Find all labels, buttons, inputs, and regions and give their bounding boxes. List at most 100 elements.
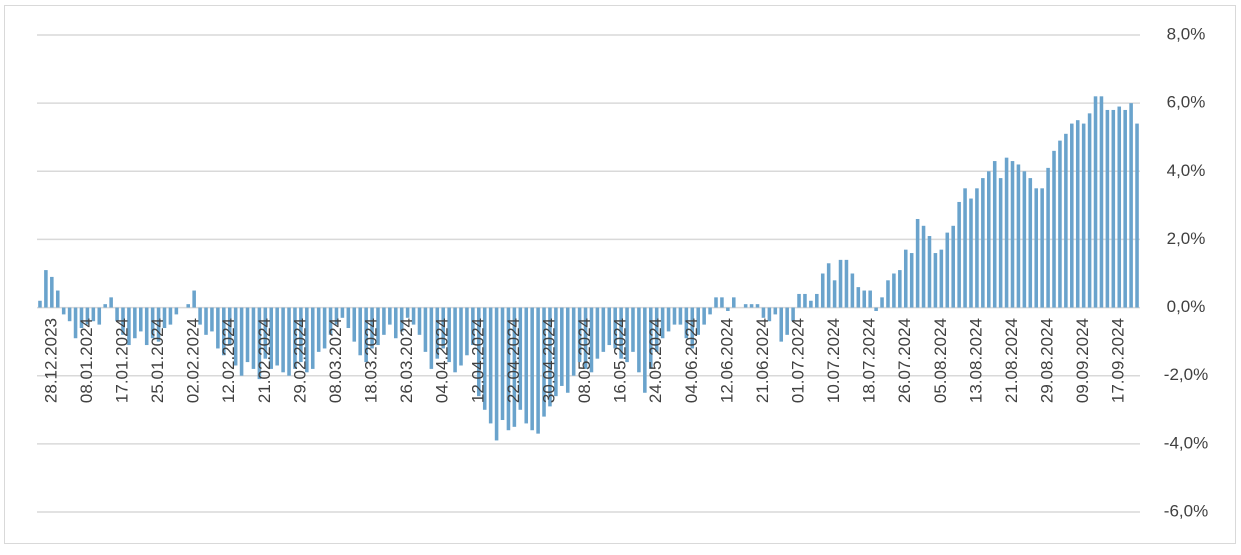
bar	[471, 307, 475, 346]
bar	[613, 307, 617, 349]
bar	[933, 253, 938, 308]
bar	[1111, 109, 1116, 308]
bar	[684, 307, 689, 339]
bar	[720, 297, 724, 308]
bar	[732, 297, 736, 308]
bar	[488, 307, 493, 424]
bar	[666, 307, 671, 332]
chart-frame	[4, 5, 1236, 544]
bar	[275, 307, 279, 366]
bar	[749, 304, 754, 308]
bar	[477, 307, 481, 397]
x-tick-label: 29.02.2024	[290, 318, 309, 403]
bar	[1099, 96, 1104, 308]
x-tick-label: 21.02.2024	[255, 318, 274, 403]
x-tick-label: 30.04.2024	[539, 318, 558, 403]
bar	[654, 307, 659, 352]
bar	[945, 232, 950, 308]
bar	[417, 307, 422, 335]
bar	[316, 307, 321, 352]
x-tick-label: 21.06.2024	[753, 318, 772, 403]
bar	[856, 287, 861, 308]
bar	[1010, 161, 1015, 308]
bar	[672, 307, 677, 325]
bar	[55, 290, 60, 308]
bar	[1046, 167, 1050, 308]
bar	[868, 290, 872, 308]
bar	[998, 178, 1003, 308]
bar	[334, 307, 339, 325]
bar	[571, 307, 576, 376]
bar	[1123, 109, 1127, 308]
bar	[1040, 188, 1044, 308]
bar	[708, 307, 712, 315]
bar	[186, 304, 190, 308]
bar	[506, 307, 511, 431]
bar	[465, 307, 469, 356]
bar	[589, 307, 594, 373]
x-tick-label: 29.08.2024	[1038, 318, 1057, 403]
bar	[898, 270, 902, 308]
bar	[162, 307, 167, 329]
x-tick-label: 04.04.2024	[433, 318, 452, 403]
bar	[423, 307, 428, 352]
bar	[281, 307, 285, 373]
bar	[459, 307, 463, 366]
x-tick-label: 01.07.2024	[789, 318, 808, 403]
bar	[595, 307, 600, 359]
bar	[992, 161, 997, 308]
bar	[779, 307, 784, 342]
bar	[50, 276, 54, 308]
bar	[85, 307, 90, 325]
bar	[554, 307, 558, 397]
bar	[660, 307, 665, 339]
bar	[690, 307, 695, 349]
bar	[631, 307, 635, 352]
bar	[975, 188, 979, 308]
bar	[1022, 171, 1027, 308]
bar	[678, 307, 683, 325]
bar	[743, 304, 748, 308]
bar	[560, 307, 564, 386]
bar	[844, 259, 849, 308]
x-tick-label: 09.09.2024	[1073, 318, 1092, 403]
bar	[785, 307, 789, 335]
bar	[1081, 123, 1086, 308]
bar	[981, 178, 985, 308]
bar	[838, 259, 843, 308]
bar	[156, 307, 161, 342]
bar	[358, 307, 362, 356]
x-tick-label: 08.01.2024	[77, 318, 96, 403]
bar	[791, 307, 795, 322]
bar	[263, 307, 268, 359]
bar	[909, 253, 914, 308]
bar	[429, 307, 434, 369]
bar	[127, 307, 131, 346]
y-tick-label: 2,0%	[1167, 229, 1206, 248]
bar	[328, 307, 333, 335]
bar	[216, 307, 220, 349]
bar	[1028, 178, 1033, 308]
bar	[376, 307, 380, 346]
bar	[435, 307, 440, 359]
bar	[702, 307, 706, 325]
bar	[61, 307, 66, 315]
bar	[97, 307, 102, 325]
bar	[512, 307, 517, 427]
bar	[364, 307, 368, 363]
x-tick-label: 12.04.2024	[468, 318, 487, 403]
bar	[1070, 123, 1074, 308]
bar	[109, 297, 113, 308]
bar	[1093, 96, 1098, 308]
bar	[293, 307, 297, 369]
bar	[103, 304, 107, 308]
bar	[352, 307, 357, 342]
bar	[287, 307, 291, 376]
bar	[133, 307, 137, 339]
bar	[1004, 157, 1009, 308]
bar	[482, 307, 487, 410]
bar	[957, 201, 961, 308]
bar	[322, 307, 327, 349]
bar	[903, 249, 908, 308]
bar	[536, 307, 540, 434]
